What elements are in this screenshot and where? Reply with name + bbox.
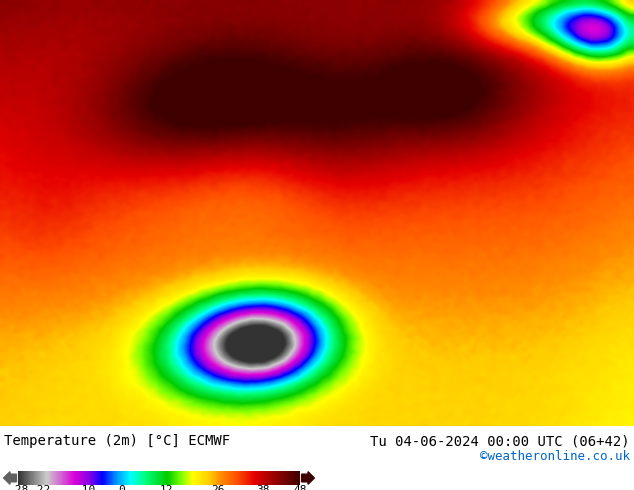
- Text: 26: 26: [212, 485, 225, 490]
- Text: -28: -28: [8, 485, 28, 490]
- Text: -10: -10: [75, 485, 95, 490]
- Text: ©weatheronline.co.uk: ©weatheronline.co.uk: [480, 450, 630, 463]
- FancyArrow shape: [302, 472, 314, 484]
- FancyArrow shape: [4, 472, 16, 484]
- Text: 38: 38: [256, 485, 269, 490]
- Text: 12: 12: [160, 485, 173, 490]
- Text: 48: 48: [294, 485, 307, 490]
- Text: Tu 04-06-2024 00:00 UTC (06+42): Tu 04-06-2024 00:00 UTC (06+42): [370, 434, 630, 448]
- Text: -22: -22: [30, 485, 50, 490]
- Text: Temperature (2m) [°C] ECMWF: Temperature (2m) [°C] ECMWF: [4, 434, 230, 448]
- Text: 0: 0: [119, 485, 126, 490]
